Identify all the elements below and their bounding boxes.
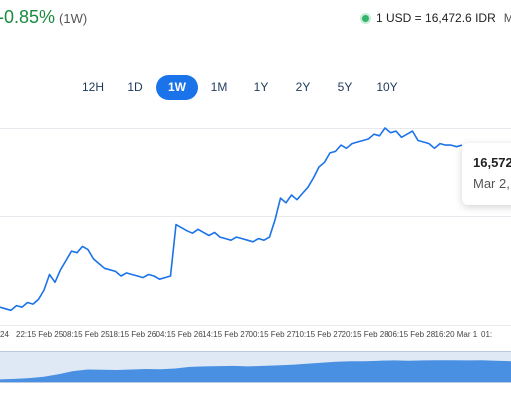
tab-12h[interactable]: 12H <box>81 80 104 94</box>
change-value: -0.85% <box>0 7 56 27</box>
navigator-area <box>0 360 511 382</box>
time-range-tabs: 12H 1D 1W 1M 1Y 2Y 5Y 10Y <box>72 75 408 100</box>
series-line <box>0 127 463 312</box>
tab-10y[interactable]: 10Y <box>376 80 398 94</box>
tab-1d[interactable]: 1D <box>127 80 143 94</box>
range-navigator[interactable] <box>0 351 511 383</box>
rate-suffix: M <box>503 11 511 25</box>
gridline <box>0 216 511 217</box>
gridline <box>0 325 511 326</box>
navigator-area-fill <box>0 360 511 382</box>
exchange-rate: 1 USD = 16,472.6 IDR M <box>362 11 511 25</box>
x-axis: 24 22:15 Feb 25 08:15 Feb 25 18:15 Feb 26 04… <box>0 330 511 342</box>
chart-tooltip: 16,572 Mar 2, <box>462 143 511 205</box>
x-tick-label: 00:15 Feb 27 <box>248 330 296 339</box>
x-tick-label: 20:15 Feb 28 <box>341 330 389 339</box>
tooltip-date: Mar 2, <box>473 176 510 191</box>
x-tick-label: 08:15 Feb 25 <box>62 330 110 339</box>
change-period: (1W) <box>59 11 88 26</box>
x-tick-label: 10:15 Feb 27 <box>295 330 343 339</box>
tab-1m[interactable]: 1M <box>210 80 228 94</box>
tab-1y[interactable]: 1Y <box>253 80 269 94</box>
tooltip-value: 16,572 <box>473 155 511 170</box>
x-tick-label: 22:15 Feb 25 <box>16 330 64 339</box>
rate-text: 1 USD = 16,472.6 IDR <box>376 11 496 25</box>
tab-5y[interactable]: 5Y <box>337 80 353 94</box>
x-tick-label: 01: <box>481 330 493 339</box>
x-tick-label: 04:15 Feb 26 <box>155 330 203 339</box>
live-dot-icon <box>362 14 369 22</box>
x-tick-label: 16:20 Mar 1 <box>434 330 478 339</box>
price-change: -0.85% (1W) <box>0 7 87 28</box>
x-tick-label: 06:15 Feb 28 <box>388 330 436 339</box>
x-tick-label: 24 <box>0 330 9 339</box>
gridline <box>0 128 511 129</box>
tab-1w[interactable]: 1W <box>156 75 198 100</box>
x-tick-label: 18:15 Feb 26 <box>109 330 157 339</box>
x-tick-label: 14:15 Feb 27 <box>202 330 250 339</box>
tab-2y[interactable]: 2Y <box>295 80 311 94</box>
